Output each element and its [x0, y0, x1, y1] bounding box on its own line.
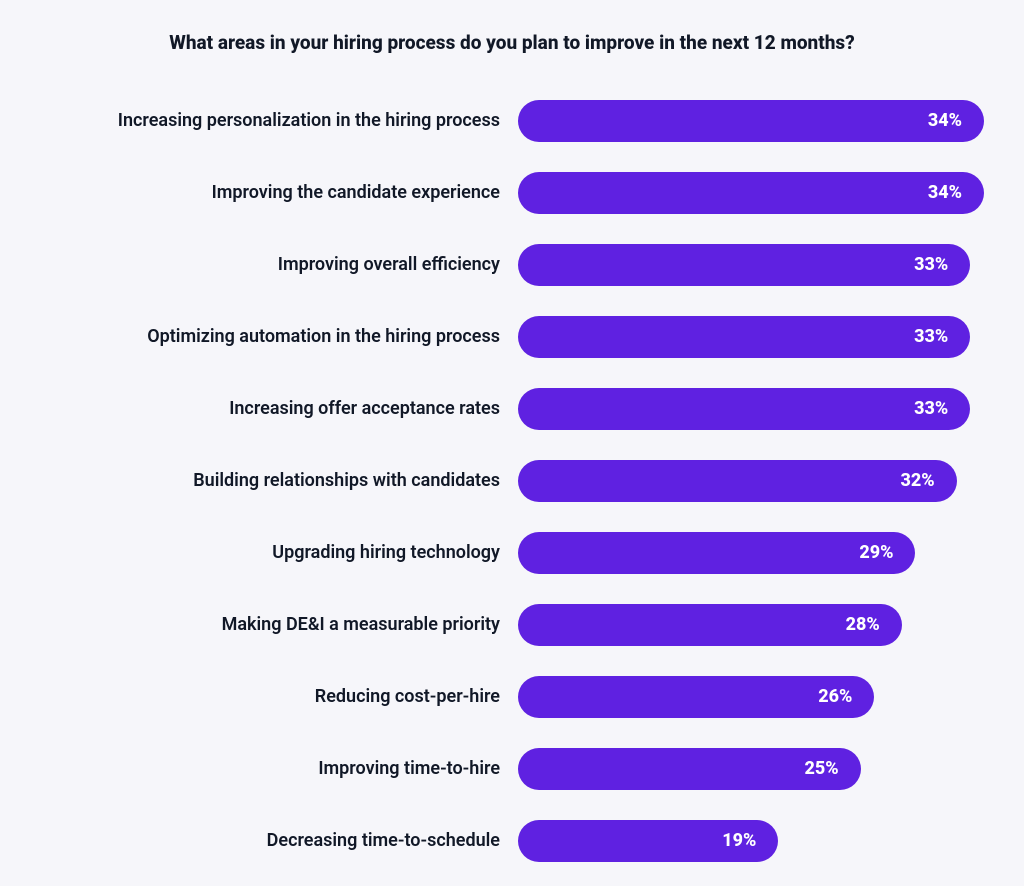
bar-value: 34%	[928, 182, 962, 203]
chart-row: Upgrading hiring technology 29%	[40, 532, 984, 574]
bar-track: 33%	[518, 316, 984, 358]
bar-track: 32%	[518, 460, 984, 502]
chart-row: Improving the candidate experience 34%	[40, 172, 984, 214]
bar: 34%	[518, 172, 984, 214]
bar-value: 28%	[846, 614, 880, 635]
bar-track: 19%	[518, 820, 984, 862]
bar-value: 26%	[818, 686, 852, 707]
bar-value: 34%	[928, 110, 962, 131]
bar-track: 34%	[518, 172, 984, 214]
bar-label: Upgrading hiring technology	[40, 542, 500, 563]
bar-value: 25%	[805, 758, 839, 779]
bar-label: Decreasing time-to-schedule	[40, 830, 500, 851]
bar-label: Improving overall efficiency	[40, 254, 500, 275]
bar-track: 29%	[518, 532, 984, 574]
bar: 28%	[518, 604, 902, 646]
bar-track: 34%	[518, 100, 984, 142]
bar-label: Building relationships with candidates	[40, 470, 500, 491]
chart-row: Making DE&I a measurable priority 28%	[40, 604, 984, 646]
bar: 26%	[518, 676, 874, 718]
bar-value: 19%	[722, 830, 756, 851]
bar-label: Reducing cost-per-hire	[40, 686, 500, 707]
chart-row: Improving overall efficiency 33%	[40, 244, 984, 286]
bar-track: 33%	[518, 244, 984, 286]
bar-label: Increasing offer acceptance rates	[40, 398, 500, 419]
chart-row: Building relationships with candidates 32…	[40, 460, 984, 502]
chart-row: Increasing offer acceptance rates 33%	[40, 388, 984, 430]
bar-label: Optimizing automation in the hiring proc…	[40, 326, 500, 347]
bar: 19%	[518, 820, 778, 862]
chart-row: Decreasing time-to-schedule 19%	[40, 820, 984, 862]
chart-title: What areas in your hiring process do you…	[40, 30, 984, 56]
bar-track: 25%	[518, 748, 984, 790]
bar-value: 29%	[859, 542, 893, 563]
bar-label: Making DE&I a measurable priority	[40, 614, 500, 635]
chart-row: Improving time-to-hire 25%	[40, 748, 984, 790]
bar-label: Improving the candidate experience	[40, 182, 500, 203]
bar: 33%	[518, 244, 970, 286]
bar: 25%	[518, 748, 861, 790]
bar-value: 32%	[900, 470, 934, 491]
bar-label: Increasing personalization in the hiring…	[40, 110, 500, 131]
bar-track: 26%	[518, 676, 984, 718]
bar-value: 33%	[914, 254, 948, 275]
bar-value: 33%	[914, 326, 948, 347]
bar: 33%	[518, 316, 970, 358]
chart-row: Optimizing automation in the hiring proc…	[40, 316, 984, 358]
chart-row: Reducing cost-per-hire 26%	[40, 676, 984, 718]
chart-rows: Increasing personalization in the hiring…	[40, 100, 984, 862]
bar-value: 33%	[914, 398, 948, 419]
bar-label: Improving time-to-hire	[40, 758, 500, 779]
bar-track: 28%	[518, 604, 984, 646]
bar-track: 33%	[518, 388, 984, 430]
bar: 34%	[518, 100, 984, 142]
bar: 29%	[518, 532, 915, 574]
bar: 32%	[518, 460, 957, 502]
bar: 33%	[518, 388, 970, 430]
chart-row: Increasing personalization in the hiring…	[40, 100, 984, 142]
